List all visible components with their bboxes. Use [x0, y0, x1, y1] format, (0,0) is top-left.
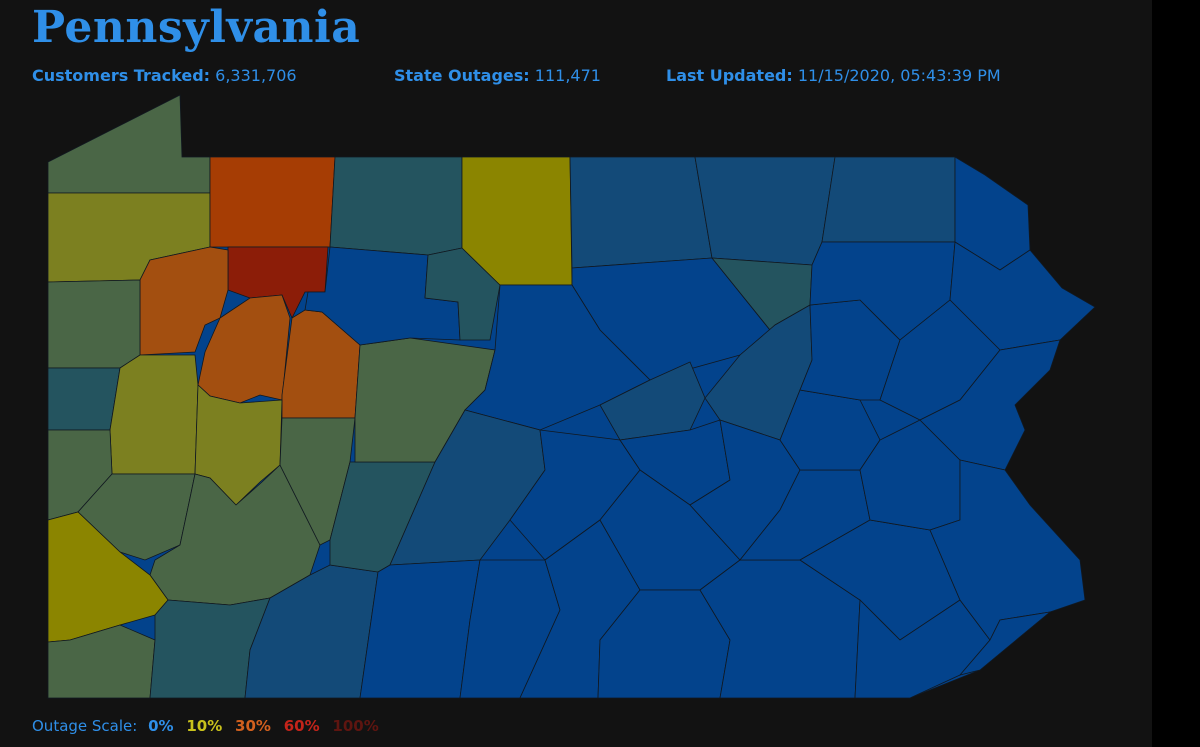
- legend-step-0: 0%: [148, 717, 174, 735]
- customers-tracked-value: 6,331,706: [215, 66, 297, 85]
- county-clarion[interactable]: [197, 294, 291, 404]
- outage-scale-label: Outage Scale:: [32, 717, 138, 735]
- customers-tracked-label: Customers Tracked:: [32, 66, 211, 85]
- legend-step-30: 30%: [235, 717, 271, 735]
- county-butler[interactable]: [109, 354, 199, 475]
- last-updated-stat: Last Updated: 11/15/2020, 05:43:39 PM: [666, 66, 1001, 85]
- state-title: Pennsylvania: [32, 2, 361, 53]
- county-warren[interactable]: [209, 156, 336, 248]
- legend-step-100: 100%: [332, 717, 379, 735]
- last-updated-label: Last Updated:: [666, 66, 793, 85]
- county-bradford[interactable]: [694, 156, 836, 266]
- county-lawrence[interactable]: [47, 367, 121, 431]
- county-bedford[interactable]: [359, 559, 481, 699]
- county-mckean[interactable]: [329, 156, 463, 256]
- county-susquehanna[interactable]: [821, 156, 956, 243]
- state-outages-stat: State Outages: 111,471: [394, 66, 601, 85]
- legend-step-10: 10%: [186, 717, 223, 735]
- county-tioga[interactable]: [569, 156, 713, 269]
- legend-step-60: 60%: [283, 717, 320, 735]
- last-updated-value: 11/15/2020, 05:43:39 PM: [797, 66, 1001, 85]
- customers-tracked-stat: Customers Tracked: 6,331,706: [32, 66, 297, 85]
- outage-scale-legend: Outage Scale: 0% 10% 30% 60% 100%: [32, 717, 387, 735]
- county-mercer[interactable]: [47, 279, 141, 369]
- county-delaware-philadelphia[interactable]: [958, 611, 1052, 676]
- state-outages-label: State Outages:: [394, 66, 530, 85]
- state-outages-value: 111,471: [534, 66, 601, 85]
- county-erie[interactable]: [47, 94, 211, 194]
- county-outage-map: [47, 94, 1096, 699]
